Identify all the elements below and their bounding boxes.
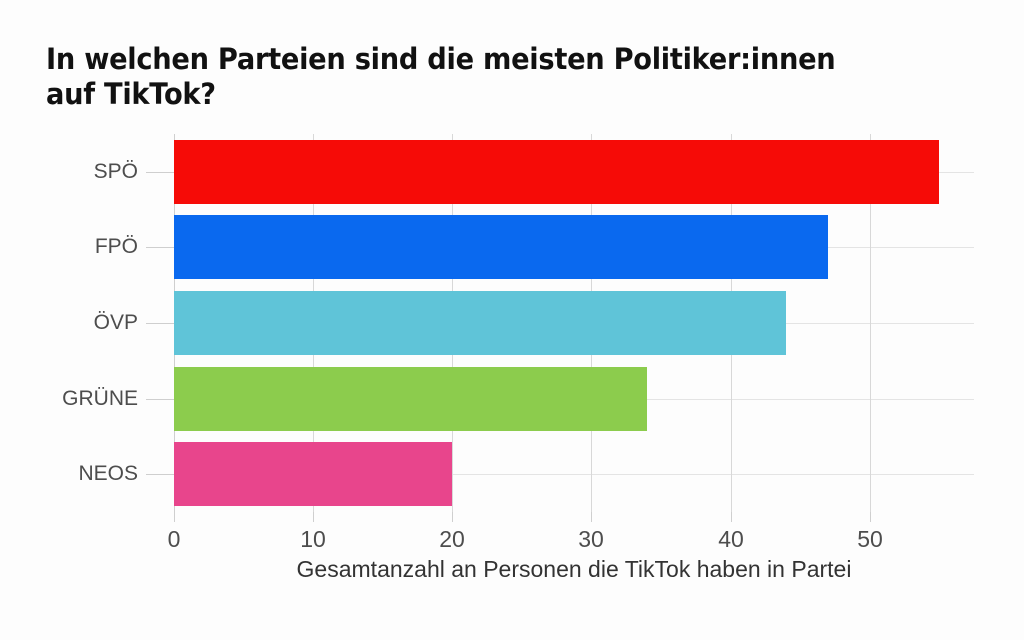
gridline-horizontal <box>174 474 974 475</box>
x-tick-label-0: 0 <box>167 526 181 552</box>
y-tick-mark <box>146 474 174 475</box>
bar-övp[interactable] <box>174 291 786 355</box>
x-tick-label-10: 10 <box>300 526 326 552</box>
x-tick-mark <box>591 512 592 522</box>
plot-area: 0 10 20 30 40 50 <box>146 134 974 552</box>
bar-spö[interactable] <box>174 140 939 204</box>
x-tick-label-20: 20 <box>439 526 465 552</box>
y-tick-mark <box>146 323 174 324</box>
y-tick-mark <box>146 172 174 173</box>
x-tick-label-50: 50 <box>857 526 883 552</box>
x-axis-title: Gesamtanzahl an Personen die TikTok habe… <box>296 556 852 582</box>
gridline-vertical <box>870 134 871 512</box>
y-tick-mark <box>146 247 174 248</box>
y-tick-label-grüne: GRÜNE <box>62 386 138 410</box>
y-tick-mark <box>146 399 174 400</box>
bar-fpö[interactable] <box>174 215 828 279</box>
bar-neos[interactable] <box>174 442 452 506</box>
y-tick-label-spö: SPÖ <box>93 159 138 183</box>
chart-title: In welchen Parteien sind die meisten Pol… <box>46 42 836 111</box>
x-tick-mark <box>313 512 314 522</box>
x-tick-mark <box>870 512 871 522</box>
bar-grüne[interactable] <box>174 367 647 431</box>
x-tick-label-30: 30 <box>578 526 604 552</box>
x-tick-label-40: 40 <box>718 526 744 552</box>
y-tick-label-övp: ÖVP <box>93 311 138 334</box>
x-tick-mark <box>174 512 175 522</box>
y-tick-label-fpö: FPÖ <box>94 235 138 259</box>
x-tick-mark <box>452 512 453 522</box>
x-tick-mark <box>731 512 732 522</box>
y-tick-label-neos: NEOS <box>78 462 138 486</box>
